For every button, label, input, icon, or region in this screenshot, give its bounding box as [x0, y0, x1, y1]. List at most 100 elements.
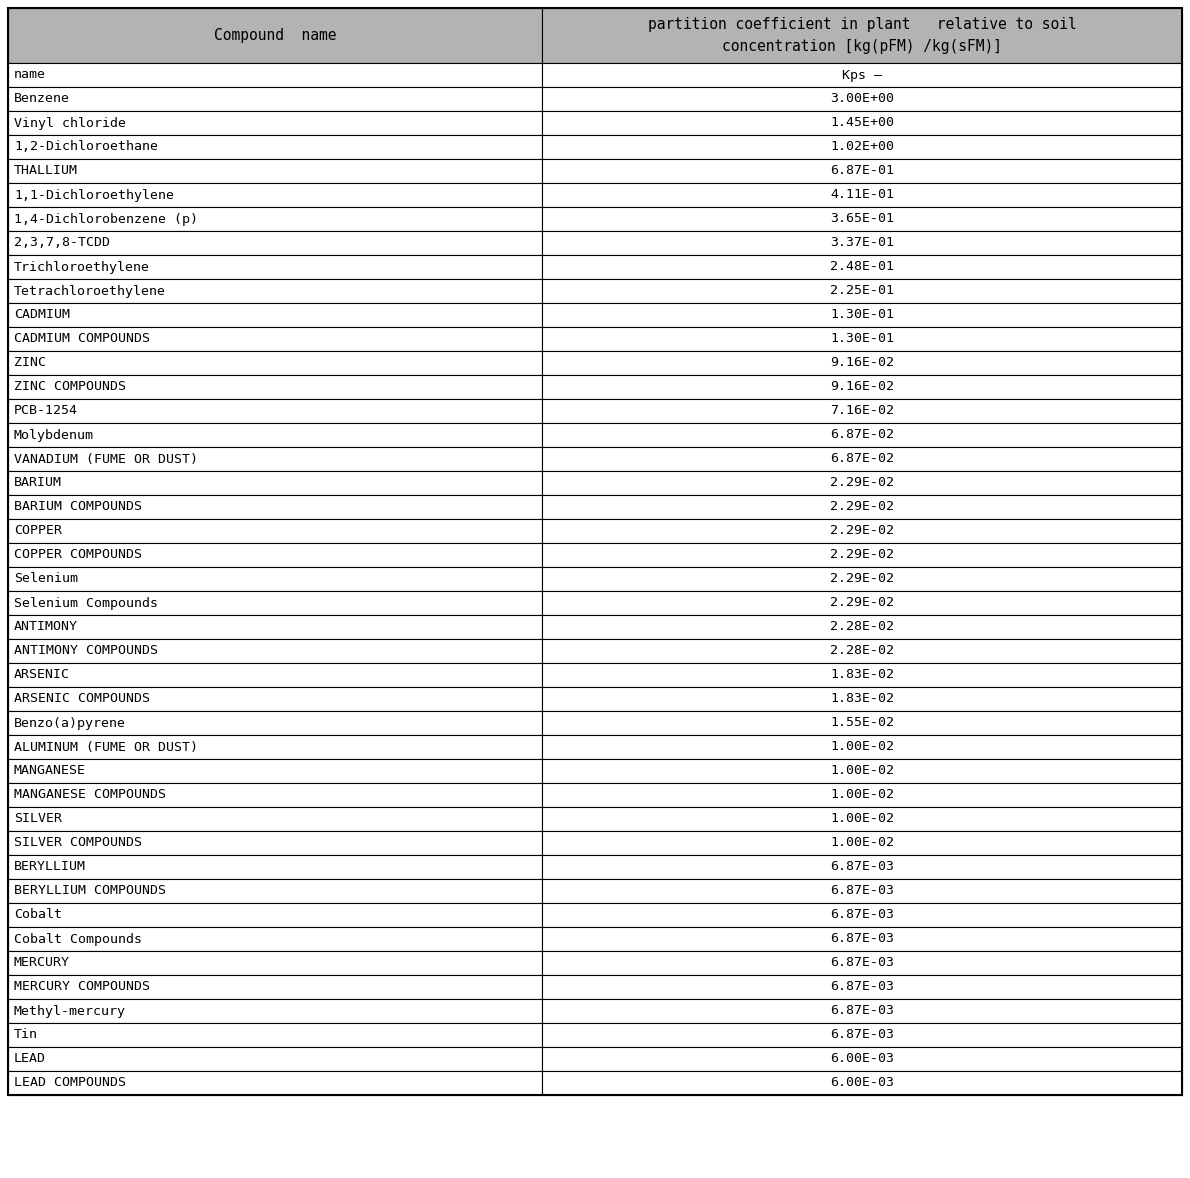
Bar: [543, 951, 1182, 975]
Bar: [543, 351, 1182, 375]
Text: 2.29E-02: 2.29E-02: [831, 501, 894, 514]
Bar: [543, 567, 1182, 591]
Bar: [543, 1071, 1182, 1096]
Text: 2.29E-02: 2.29E-02: [831, 476, 894, 490]
Text: 2,3,7,8-TCDD: 2,3,7,8-TCDD: [14, 237, 109, 250]
Text: BERYLLIUM: BERYLLIUM: [14, 860, 86, 874]
Bar: [543, 207, 1182, 231]
Bar: [8, 135, 543, 159]
Bar: [8, 495, 543, 519]
Text: 6.87E-03: 6.87E-03: [831, 885, 894, 898]
Text: 6.87E-03: 6.87E-03: [831, 1005, 894, 1018]
Bar: [8, 159, 543, 183]
Bar: [543, 1047, 1182, 1071]
Text: CADMIUM COMPOUNDS: CADMIUM COMPOUNDS: [14, 332, 150, 345]
Bar: [8, 1047, 543, 1071]
Bar: [8, 231, 543, 254]
Bar: [8, 975, 543, 999]
Text: 2.48E-01: 2.48E-01: [831, 260, 894, 273]
Bar: [8, 663, 543, 687]
Text: Selenium Compounds: Selenium Compounds: [14, 596, 158, 609]
Text: 4.11E-01: 4.11E-01: [831, 188, 894, 201]
Bar: [543, 904, 1182, 927]
Text: 2.25E-01: 2.25E-01: [831, 285, 894, 298]
Bar: [8, 712, 543, 735]
Bar: [543, 855, 1182, 879]
Text: ARSENIC: ARSENIC: [14, 668, 70, 682]
Bar: [8, 830, 543, 855]
Text: 2.29E-02: 2.29E-02: [831, 573, 894, 585]
Bar: [8, 783, 543, 807]
Text: Trichloroethylene: Trichloroethylene: [14, 260, 150, 273]
Bar: [543, 471, 1182, 495]
Bar: [543, 830, 1182, 855]
Text: 1.30E-01: 1.30E-01: [831, 309, 894, 322]
Text: ALUMINUM (FUME OR DUST): ALUMINUM (FUME OR DUST): [14, 741, 198, 754]
Bar: [543, 111, 1182, 135]
Text: COPPER: COPPER: [14, 524, 62, 537]
Text: 6.87E-03: 6.87E-03: [831, 860, 894, 874]
Text: Molybdenum: Molybdenum: [14, 429, 94, 442]
Bar: [543, 327, 1182, 351]
Text: MERCURY COMPOUNDS: MERCURY COMPOUNDS: [14, 980, 150, 993]
Text: SILVER: SILVER: [14, 813, 62, 826]
Text: LEAD: LEAD: [14, 1052, 46, 1065]
Text: 6.87E-03: 6.87E-03: [831, 933, 894, 946]
Text: CADMIUM: CADMIUM: [14, 309, 70, 322]
Text: Selenium: Selenium: [14, 573, 79, 585]
Text: Compound  name: Compound name: [214, 28, 337, 44]
Text: ARSENIC COMPOUNDS: ARSENIC COMPOUNDS: [14, 693, 150, 706]
Bar: [8, 879, 543, 904]
Text: Vinyl chloride: Vinyl chloride: [14, 117, 126, 130]
Bar: [8, 519, 543, 543]
Bar: [543, 87, 1182, 111]
Bar: [8, 8, 543, 62]
Bar: [8, 207, 543, 231]
Text: BARIUM COMPOUNDS: BARIUM COMPOUNDS: [14, 501, 142, 514]
Text: 1.00E-02: 1.00E-02: [831, 836, 894, 849]
Bar: [543, 375, 1182, 399]
Bar: [543, 303, 1182, 327]
Bar: [543, 879, 1182, 904]
Text: 2.29E-02: 2.29E-02: [831, 524, 894, 537]
Text: BARIUM: BARIUM: [14, 476, 62, 490]
Bar: [543, 999, 1182, 1023]
Text: Cobalt Compounds: Cobalt Compounds: [14, 933, 142, 946]
Text: 2.29E-02: 2.29E-02: [831, 596, 894, 609]
Text: 6.87E-03: 6.87E-03: [831, 908, 894, 921]
Text: partition coefficient in plant   relative to soil: partition coefficient in plant relative …: [647, 16, 1077, 32]
Bar: [8, 62, 543, 87]
Text: 2.28E-02: 2.28E-02: [831, 644, 894, 657]
Bar: [543, 663, 1182, 687]
Bar: [543, 927, 1182, 951]
Bar: [543, 62, 1182, 87]
Text: LEAD COMPOUNDS: LEAD COMPOUNDS: [14, 1077, 126, 1090]
Bar: [8, 687, 543, 712]
Text: 1,4-Dichlorobenzene (p): 1,4-Dichlorobenzene (p): [14, 212, 198, 225]
Text: MANGANESE COMPOUNDS: MANGANESE COMPOUNDS: [14, 788, 165, 801]
Text: 2.29E-02: 2.29E-02: [831, 549, 894, 562]
Bar: [8, 471, 543, 495]
Bar: [543, 159, 1182, 183]
Bar: [8, 807, 543, 830]
Bar: [543, 807, 1182, 830]
Text: ANTIMONY: ANTIMONY: [14, 621, 79, 634]
Text: 1.00E-02: 1.00E-02: [831, 765, 894, 777]
Bar: [8, 111, 543, 135]
Text: Tin: Tin: [14, 1028, 38, 1041]
Bar: [8, 855, 543, 879]
Text: 6.00E-03: 6.00E-03: [831, 1052, 894, 1065]
Text: Tetrachloroethylene: Tetrachloroethylene: [14, 285, 165, 298]
Text: 1,2-Dichloroethane: 1,2-Dichloroethane: [14, 140, 158, 153]
Text: 9.16E-02: 9.16E-02: [831, 357, 894, 370]
Bar: [543, 446, 1182, 471]
Bar: [543, 279, 1182, 303]
Text: SILVER COMPOUNDS: SILVER COMPOUNDS: [14, 836, 142, 849]
Bar: [8, 375, 543, 399]
Text: 1.83E-02: 1.83E-02: [831, 693, 894, 706]
Text: concentration [kg(pFM) /kg(sFM)]: concentration [kg(pFM) /kg(sFM)]: [722, 39, 1002, 54]
Bar: [8, 759, 543, 783]
Text: 3.65E-01: 3.65E-01: [831, 212, 894, 225]
Text: 1,1-Dichloroethylene: 1,1-Dichloroethylene: [14, 188, 174, 201]
Bar: [8, 183, 543, 207]
